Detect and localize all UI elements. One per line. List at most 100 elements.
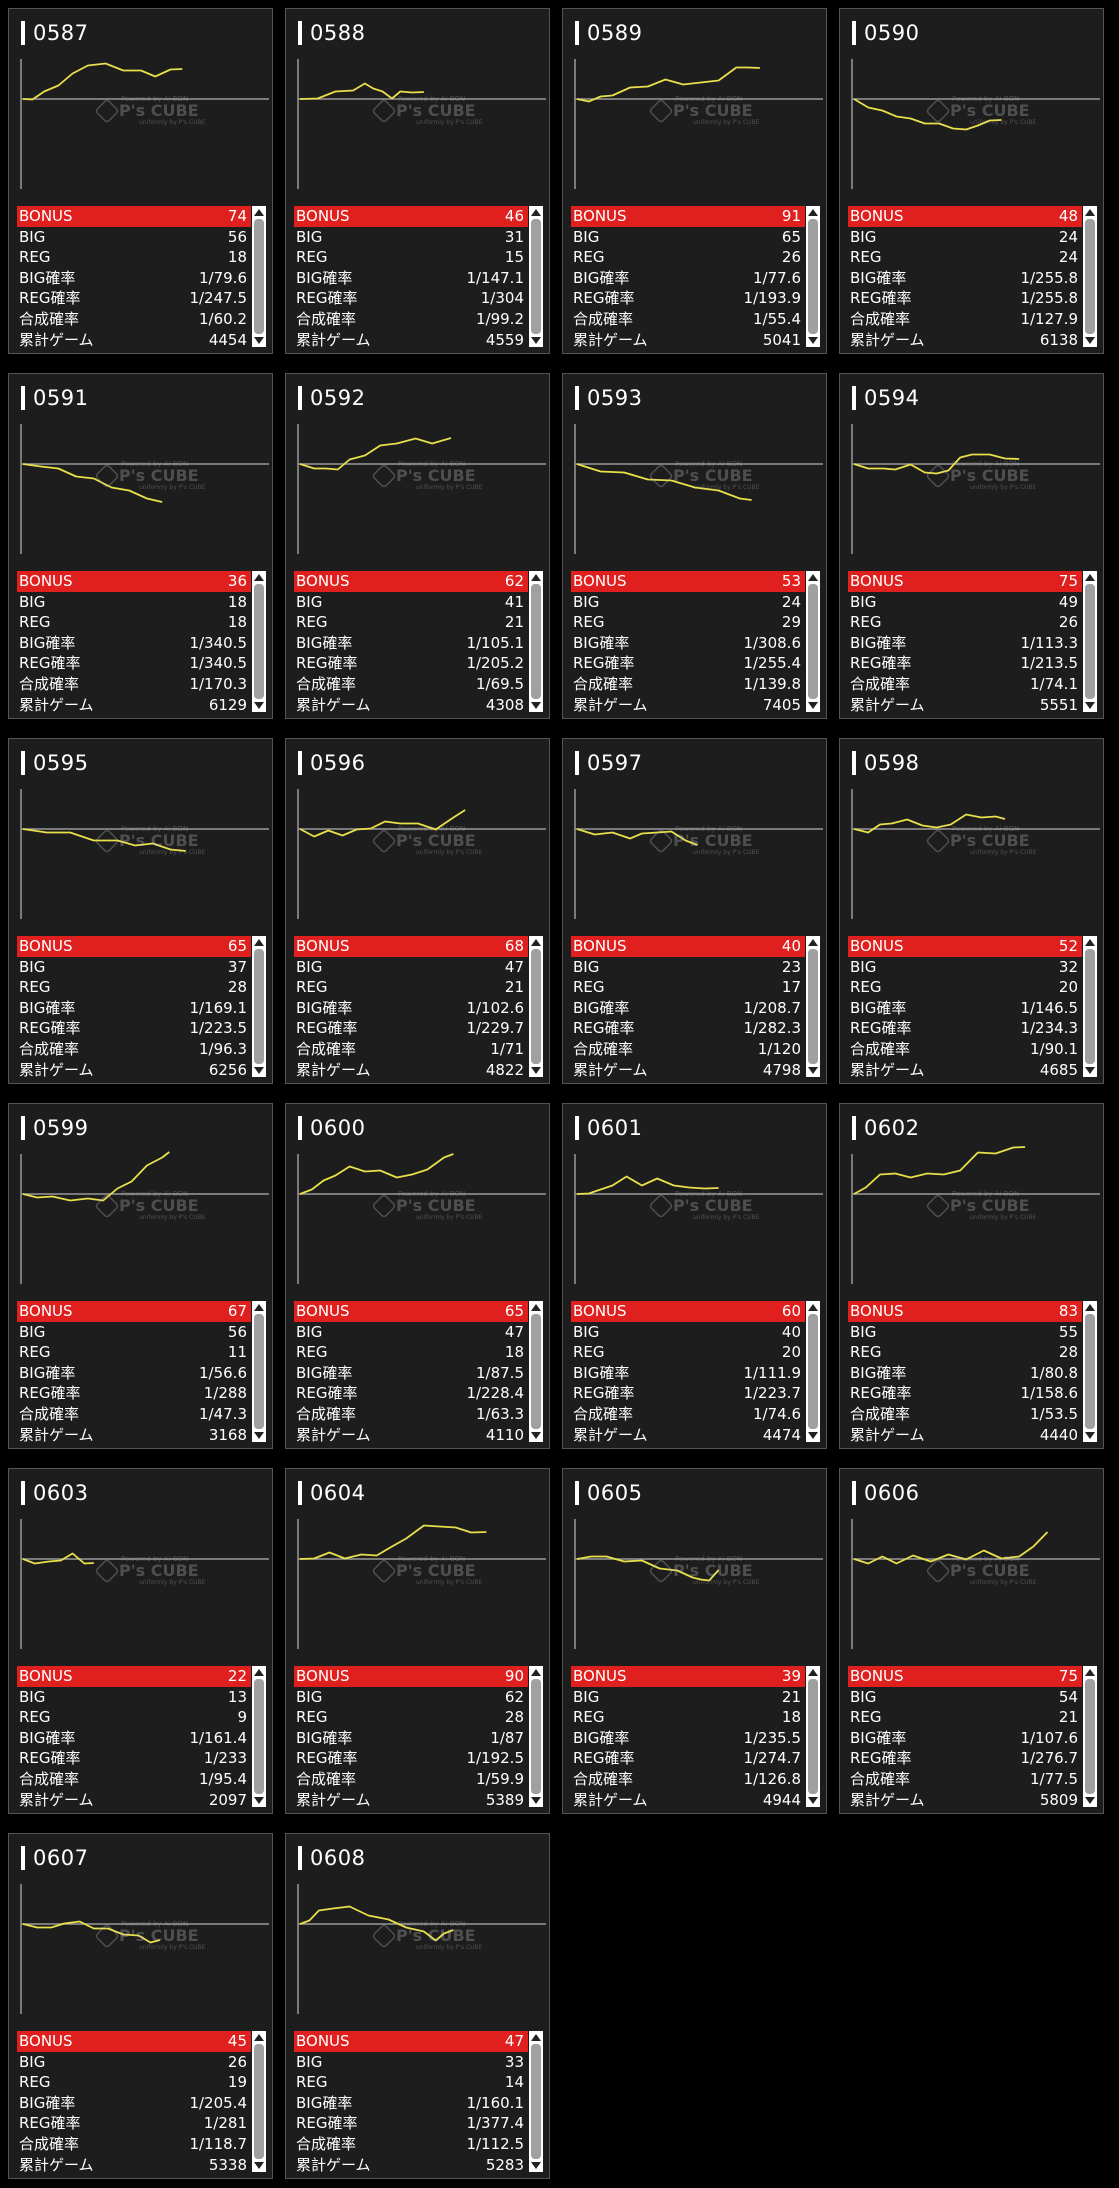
scroll-up-icon[interactable]	[254, 574, 264, 581]
scroll-thumb[interactable]	[254, 584, 264, 699]
machine-card[interactable]: 0605 Powered by Ai-BON P's CUBE uniforml…	[562, 1468, 827, 1814]
scroll-down-icon[interactable]	[254, 702, 264, 709]
stats-scrollbar[interactable]	[806, 571, 820, 712]
scroll-thumb[interactable]	[808, 1679, 818, 1794]
machine-card[interactable]: 0603 Powered by Ai-BON P's CUBE uniforml…	[8, 1468, 273, 1814]
scroll-thumb[interactable]	[808, 1314, 818, 1429]
scroll-down-icon[interactable]	[1085, 1797, 1095, 1804]
machine-card[interactable]: 0588 Powered by Ai-BON P's CUBE uniforml…	[285, 8, 550, 354]
machine-card[interactable]: 0599 Powered by Ai-BON P's CUBE uniforml…	[8, 1103, 273, 1449]
scroll-up-icon[interactable]	[254, 1669, 264, 1676]
scroll-thumb[interactable]	[1085, 949, 1095, 1064]
scroll-thumb[interactable]	[1085, 219, 1095, 334]
scroll-thumb[interactable]	[254, 2044, 264, 2159]
scroll-up-icon[interactable]	[1085, 574, 1095, 581]
stats-scrollbar[interactable]	[806, 1301, 820, 1442]
scroll-thumb[interactable]	[808, 949, 818, 1064]
machine-card[interactable]: 0593 Powered by Ai-BON P's CUBE uniforml…	[562, 373, 827, 719]
scroll-down-icon[interactable]	[1085, 1432, 1095, 1439]
scroll-thumb[interactable]	[254, 1679, 264, 1794]
scroll-up-icon[interactable]	[254, 2034, 264, 2041]
stats-scrollbar[interactable]	[806, 1666, 820, 1807]
scroll-up-icon[interactable]	[808, 574, 818, 581]
scroll-down-icon[interactable]	[531, 2162, 541, 2169]
scroll-down-icon[interactable]	[531, 1797, 541, 1804]
stats-scrollbar[interactable]	[1083, 936, 1097, 1077]
stats-scrollbar[interactable]	[252, 2031, 266, 2172]
stats-scrollbar[interactable]	[529, 1301, 543, 1442]
scroll-down-icon[interactable]	[254, 337, 264, 344]
scroll-up-icon[interactable]	[531, 209, 541, 216]
machine-card[interactable]: 0590 Powered by Ai-BON P's CUBE uniforml…	[839, 8, 1104, 354]
machine-card[interactable]: 0595 Powered by Ai-BON P's CUBE uniforml…	[8, 738, 273, 1084]
stats-scrollbar[interactable]	[1083, 1301, 1097, 1442]
scroll-down-icon[interactable]	[1085, 337, 1095, 344]
scroll-down-icon[interactable]	[808, 1797, 818, 1804]
scroll-down-icon[interactable]	[531, 702, 541, 709]
stats-scrollbar[interactable]	[1083, 571, 1097, 712]
scroll-up-icon[interactable]	[1085, 1669, 1095, 1676]
scroll-down-icon[interactable]	[254, 1067, 264, 1074]
scroll-thumb[interactable]	[808, 584, 818, 699]
scroll-down-icon[interactable]	[808, 1067, 818, 1074]
scroll-thumb[interactable]	[531, 2044, 541, 2159]
scroll-thumb[interactable]	[531, 584, 541, 699]
scroll-up-icon[interactable]	[1085, 939, 1095, 946]
machine-card[interactable]: 0604 Powered by Ai-BON P's CUBE uniforml…	[285, 1468, 550, 1814]
scroll-up-icon[interactable]	[531, 2034, 541, 2041]
machine-card[interactable]: 0597 Powered by Ai-BON P's CUBE uniforml…	[562, 738, 827, 1084]
scroll-up-icon[interactable]	[531, 939, 541, 946]
stats-scrollbar[interactable]	[806, 206, 820, 347]
stats-scrollbar[interactable]	[529, 2031, 543, 2172]
scroll-up-icon[interactable]	[531, 1669, 541, 1676]
scroll-up-icon[interactable]	[808, 1304, 818, 1311]
scroll-thumb[interactable]	[531, 219, 541, 334]
machine-card[interactable]: 0608 Powered by Ai-BON P's CUBE uniforml…	[285, 1833, 550, 2179]
scroll-down-icon[interactable]	[808, 1432, 818, 1439]
stats-scrollbar[interactable]	[1083, 206, 1097, 347]
scroll-down-icon[interactable]	[531, 337, 541, 344]
scroll-up-icon[interactable]	[808, 209, 818, 216]
scroll-down-icon[interactable]	[531, 1432, 541, 1439]
machine-card[interactable]: 0596 Powered by Ai-BON P's CUBE uniforml…	[285, 738, 550, 1084]
machine-card[interactable]: 0592 Powered by Ai-BON P's CUBE uniforml…	[285, 373, 550, 719]
stats-scrollbar[interactable]	[1083, 1666, 1097, 1807]
stats-scrollbar[interactable]	[252, 571, 266, 712]
stats-scrollbar[interactable]	[529, 1666, 543, 1807]
stats-scrollbar[interactable]	[252, 206, 266, 347]
machine-card[interactable]: 0589 Powered by Ai-BON P's CUBE uniforml…	[562, 8, 827, 354]
scroll-down-icon[interactable]	[808, 337, 818, 344]
scroll-down-icon[interactable]	[808, 702, 818, 709]
scroll-down-icon[interactable]	[254, 1797, 264, 1804]
scroll-thumb[interactable]	[531, 1679, 541, 1794]
stats-scrollbar[interactable]	[252, 936, 266, 1077]
scroll-thumb[interactable]	[254, 1314, 264, 1429]
scroll-up-icon[interactable]	[254, 939, 264, 946]
scroll-up-icon[interactable]	[531, 574, 541, 581]
machine-card[interactable]: 0591 Powered by Ai-BON P's CUBE uniforml…	[8, 373, 273, 719]
scroll-thumb[interactable]	[254, 219, 264, 334]
machine-card[interactable]: 0606 Powered by Ai-BON P's CUBE uniforml…	[839, 1468, 1104, 1814]
scroll-thumb[interactable]	[1085, 1314, 1095, 1429]
machine-card[interactable]: 0594 Powered by Ai-BON P's CUBE uniforml…	[839, 373, 1104, 719]
machine-card[interactable]: 0601 Powered by Ai-BON P's CUBE uniforml…	[562, 1103, 827, 1449]
scroll-up-icon[interactable]	[531, 1304, 541, 1311]
scroll-up-icon[interactable]	[808, 939, 818, 946]
scroll-up-icon[interactable]	[808, 1669, 818, 1676]
stats-scrollbar[interactable]	[252, 1301, 266, 1442]
scroll-thumb[interactable]	[531, 1314, 541, 1429]
scroll-down-icon[interactable]	[1085, 1067, 1095, 1074]
scroll-thumb[interactable]	[1085, 584, 1095, 699]
stats-scrollbar[interactable]	[806, 936, 820, 1077]
machine-card[interactable]: 0600 Powered by Ai-BON P's CUBE uniforml…	[285, 1103, 550, 1449]
stats-scrollbar[interactable]	[529, 571, 543, 712]
scroll-down-icon[interactable]	[254, 1432, 264, 1439]
scroll-down-icon[interactable]	[531, 1067, 541, 1074]
scroll-thumb[interactable]	[1085, 1679, 1095, 1794]
scroll-up-icon[interactable]	[1085, 209, 1095, 216]
machine-card[interactable]: 0598 Powered by Ai-BON P's CUBE uniforml…	[839, 738, 1104, 1084]
scroll-down-icon[interactable]	[254, 2162, 264, 2169]
stats-scrollbar[interactable]	[252, 1666, 266, 1807]
scroll-thumb[interactable]	[254, 949, 264, 1064]
machine-card[interactable]: 0587 Powered by Ai-BON P's CUBE uniforml…	[8, 8, 273, 354]
